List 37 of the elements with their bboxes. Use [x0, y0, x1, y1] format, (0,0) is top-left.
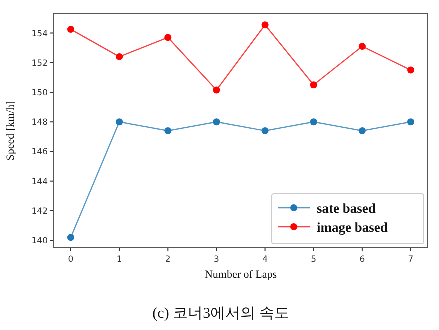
x-tick-label: 7 [408, 255, 414, 265]
x-tick-label: 6 [360, 255, 366, 265]
x-tick-label: 4 [262, 255, 268, 265]
y-tick-label: 144 [32, 177, 48, 188]
point [213, 118, 220, 126]
y-axis-title: Speed [km/h] [5, 101, 17, 161]
point [213, 86, 220, 94]
y-tick-label: 142 [32, 206, 48, 217]
point [262, 128, 269, 134]
point [408, 118, 414, 126]
y-tick-label: 152 [32, 58, 48, 69]
x-tick-label: 5 [311, 255, 317, 265]
x-axis-title: Number of Laps [204, 269, 278, 281]
point [358, 128, 366, 134]
y-tick-label: 140 [32, 236, 48, 247]
point [262, 22, 269, 29]
x-tick-label: 0 [68, 255, 74, 265]
x-tick-label: 1 [116, 255, 122, 265]
point [164, 34, 172, 42]
y-tick-label: 148 [32, 118, 48, 128]
point [164, 128, 172, 134]
point [116, 118, 124, 126]
point [68, 26, 74, 34]
point [310, 82, 318, 89]
point [408, 66, 414, 74]
x-tick-label: 3 [214, 255, 220, 265]
legend-label: sate based [317, 201, 376, 216]
y-tick-label: 146 [32, 148, 48, 158]
point [358, 43, 366, 50]
y-tick-label: 150 [32, 88, 48, 98]
point [116, 53, 124, 60]
text: (c) 코너3에서의 속도 [152, 306, 290, 322]
x-tick-label: 2 [165, 255, 171, 265]
legend-label: image based [317, 220, 388, 235]
point [68, 234, 74, 242]
y-tick-label: 154 [32, 29, 48, 40]
point [310, 118, 318, 126]
